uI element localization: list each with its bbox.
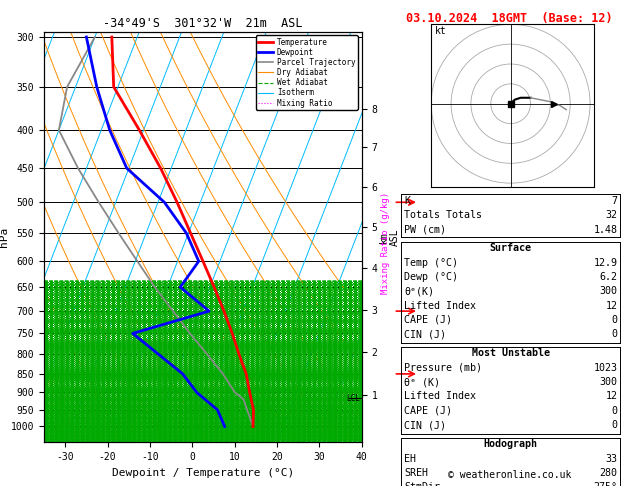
Text: 7: 7: [611, 196, 618, 206]
Text: 300: 300: [599, 286, 618, 296]
Text: 1.48: 1.48: [594, 225, 618, 235]
Y-axis label: hPa: hPa: [0, 227, 9, 247]
Text: CAPE (J): CAPE (J): [404, 406, 452, 416]
Text: 32: 32: [606, 210, 618, 220]
Text: 280: 280: [599, 468, 618, 478]
Text: 03.10.2024  18GMT  (Base: 12): 03.10.2024 18GMT (Base: 12): [406, 12, 612, 25]
Text: 0: 0: [611, 315, 618, 325]
Y-axis label: km
ASL: km ASL: [379, 228, 400, 246]
Text: Surface: Surface: [490, 243, 532, 253]
Text: SREH: SREH: [404, 468, 428, 478]
Text: PW (cm): PW (cm): [404, 225, 447, 235]
Text: 0: 0: [611, 406, 618, 416]
Text: 0: 0: [611, 420, 618, 430]
Text: K: K: [404, 196, 411, 206]
Text: 12: 12: [606, 392, 618, 401]
X-axis label: Dewpoint / Temperature (°C): Dewpoint / Temperature (°C): [112, 468, 294, 478]
Text: 275°: 275°: [594, 482, 618, 486]
Text: θᵉ (K): θᵉ (K): [404, 377, 440, 387]
Legend: Temperature, Dewpoint, Parcel Trajectory, Dry Adiabat, Wet Adiabat, Isotherm, Mi: Temperature, Dewpoint, Parcel Trajectory…: [255, 35, 358, 110]
Text: EH: EH: [404, 454, 416, 464]
Text: StmDir: StmDir: [404, 482, 440, 486]
Text: Mixing Ratio (g/kg): Mixing Ratio (g/kg): [381, 192, 389, 294]
Text: Most Unstable: Most Unstable: [472, 348, 550, 359]
Text: Lifted Index: Lifted Index: [404, 392, 476, 401]
Text: θᵉ(K): θᵉ(K): [404, 286, 435, 296]
Text: © weatheronline.co.uk: © weatheronline.co.uk: [448, 470, 571, 480]
Text: 33: 33: [606, 454, 618, 464]
Text: Temp (°C): Temp (°C): [404, 258, 459, 268]
Text: kt: kt: [435, 26, 447, 36]
Text: Dewp (°C): Dewp (°C): [404, 272, 459, 282]
Text: CAPE (J): CAPE (J): [404, 315, 452, 325]
Text: 12.9: 12.9: [594, 258, 618, 268]
Text: Totals Totals: Totals Totals: [404, 210, 482, 220]
Text: Lifted Index: Lifted Index: [404, 300, 476, 311]
Text: 12: 12: [606, 300, 618, 311]
Title: -34°49'S  301°32'W  21m  ASL: -34°49'S 301°32'W 21m ASL: [103, 17, 303, 31]
Text: 1023: 1023: [594, 363, 618, 373]
Text: 6.2: 6.2: [599, 272, 618, 282]
Text: CIN (J): CIN (J): [404, 420, 447, 430]
Text: 300: 300: [599, 377, 618, 387]
Text: LCL: LCL: [347, 394, 360, 403]
Text: Pressure (mb): Pressure (mb): [404, 363, 482, 373]
Text: CIN (J): CIN (J): [404, 330, 447, 339]
Text: 0: 0: [611, 330, 618, 339]
Text: Hodograph: Hodograph: [484, 439, 538, 450]
